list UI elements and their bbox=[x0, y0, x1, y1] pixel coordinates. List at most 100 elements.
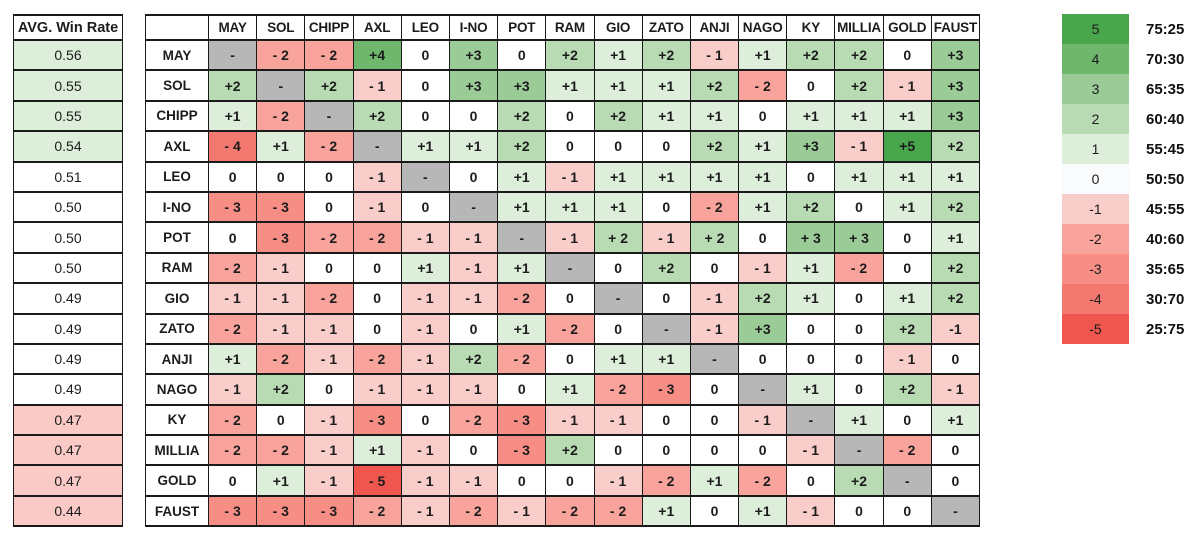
legend-swatch: -3 bbox=[1062, 254, 1129, 284]
matrix-cell: - 1 bbox=[400, 221, 450, 254]
avg-row: 0.55 bbox=[13, 99, 123, 133]
matrix-cell: +1 bbox=[545, 190, 595, 224]
avg-row: 0.50 bbox=[13, 251, 123, 285]
matrix-row: MAY - - 2- 2 +4 0 +3 0 +2 +1 +2- 1 +1 +2 +2 0 +3 bbox=[145, 38, 981, 72]
matrix-cell: +1 bbox=[930, 160, 981, 193]
matrix-cell: +1 bbox=[641, 160, 691, 193]
legend-swatch: 0 bbox=[1062, 164, 1129, 194]
avg-value-cell: 0.47 bbox=[13, 403, 123, 437]
legend-ratio-label: 65:35 bbox=[1146, 80, 1185, 98]
matrix-cell: 0 bbox=[497, 38, 547, 72]
matrix-cell: - 1 bbox=[689, 282, 740, 315]
matrix-cell: 0 bbox=[689, 251, 740, 285]
matrix-cell: +1 bbox=[497, 251, 547, 285]
matrix-cell: +1 bbox=[786, 99, 836, 133]
matrix-cell: - 2 bbox=[545, 312, 595, 345]
matrix-cell: 0 bbox=[207, 221, 258, 254]
matrix-cell: - 2 bbox=[304, 38, 354, 72]
matrix-cell: - 3 bbox=[207, 190, 258, 224]
matrix-cell: +2 bbox=[834, 464, 884, 497]
matrix-cell: +1 bbox=[352, 434, 402, 467]
matrix-cell: 0 bbox=[497, 373, 547, 406]
matrix-cell: - 2 bbox=[641, 464, 691, 497]
matrix-cell: - 2 bbox=[882, 434, 932, 467]
matrix-cell: - 2 bbox=[497, 282, 547, 315]
matrix-header-row: MAY SOL CHIPP AXL LEO I-NO POT RAM GIO ZATO ANJI NA… bbox=[145, 14, 981, 41]
matrix-cell: +1 bbox=[786, 373, 836, 406]
matrix-cell: - 2 bbox=[352, 342, 402, 376]
matrix-cell: - bbox=[545, 251, 595, 285]
matrix-cell: 0 bbox=[207, 160, 258, 193]
avg-value-cell: 0.49 bbox=[13, 312, 123, 345]
matrix-cell: - bbox=[304, 99, 354, 133]
matrix-row-header: FAUST bbox=[145, 494, 209, 528]
matrix-col-header: FAUST bbox=[930, 14, 981, 41]
matrix-cell: - bbox=[207, 38, 258, 72]
matrix-cell: - 2 bbox=[207, 403, 258, 437]
matrix-row-header: NAGO bbox=[145, 373, 209, 406]
matrix-cell: - bbox=[400, 160, 450, 193]
matrix-cell: - 4 bbox=[207, 130, 258, 163]
matrix-cell: - 2 bbox=[352, 221, 402, 254]
matrix-cell: 0 bbox=[448, 434, 499, 467]
matrix-cell: - 1 bbox=[256, 282, 306, 315]
matrix-cell: - 1 bbox=[304, 312, 354, 345]
matrix-cell: - 1 bbox=[352, 373, 402, 406]
matrix-cell: 0 bbox=[207, 464, 258, 497]
matrix-cell: +5 bbox=[882, 130, 932, 163]
matrix-cell: - 1 bbox=[593, 403, 643, 437]
matrix-cell: - 3 bbox=[497, 403, 547, 437]
matrix-cell: - 2 bbox=[304, 130, 354, 163]
matrix-cell: +1 bbox=[207, 342, 258, 376]
matrix-col-header: KY bbox=[786, 14, 836, 41]
matrix-cell: 0 bbox=[882, 251, 932, 285]
matrix-cell: 0 bbox=[834, 282, 884, 315]
legend-row: 3 65:35 bbox=[1062, 74, 1184, 104]
matrix-cell: - 1 bbox=[304, 434, 354, 467]
avg-header-cell: AVG. Win Rate bbox=[13, 14, 123, 41]
matrix-cell: 0 bbox=[930, 342, 981, 376]
matrix-cell: 0 bbox=[256, 403, 306, 437]
matrix-cell: +2 bbox=[207, 69, 258, 102]
matrix-cell: +2 bbox=[256, 373, 306, 406]
matrix-cell: - 2 bbox=[689, 190, 740, 224]
avg-value-cell: 0.55 bbox=[13, 69, 123, 102]
matrix-cell: + 3 bbox=[834, 221, 884, 254]
legend-ratio-label: 50:50 bbox=[1146, 170, 1185, 188]
matrix-cell: 0 bbox=[641, 403, 691, 437]
matrix-cell: - 3 bbox=[256, 190, 306, 224]
matrix-cell: - 1 bbox=[352, 190, 402, 224]
matrix-cell: +2 bbox=[497, 130, 547, 163]
matrix-cell: - 1 bbox=[593, 464, 643, 497]
matrix-cell: - 1 bbox=[304, 464, 354, 497]
matrix-cell: - 2 bbox=[207, 312, 258, 345]
matrix-cell: +1 bbox=[834, 160, 884, 193]
matrix-cell: - bbox=[497, 221, 547, 254]
matrix-cell: 0 bbox=[593, 434, 643, 467]
matrix-cell: +2 bbox=[641, 251, 691, 285]
matrix-cell: +2 bbox=[545, 434, 595, 467]
matrix-cell: - 1 bbox=[448, 464, 499, 497]
matrix-row-header: POT bbox=[145, 221, 209, 254]
matrix-row-header: ZATO bbox=[145, 312, 209, 345]
matrix-cell: - 1 bbox=[786, 434, 836, 467]
legend-swatch: 3 bbox=[1062, 74, 1129, 104]
matrix-row-header: RAM bbox=[145, 251, 209, 285]
matrix-cell: - 1 bbox=[352, 69, 402, 102]
matrix-cell: +1 bbox=[738, 38, 788, 72]
matrix-cell: +3 bbox=[448, 38, 499, 72]
matrix-cell: - 2 bbox=[207, 434, 258, 467]
matrix-body: MAY - - 2- 2 +4 0 +3 0 +2 +1 +2- 1 +1 +2 +2 0 +3 SOL +2-… bbox=[145, 38, 981, 528]
matrix-cell: - 1 bbox=[448, 373, 499, 406]
matrix-cell: - 1 bbox=[448, 282, 499, 315]
matrix-row-header: SOL bbox=[145, 69, 209, 102]
matrix-cell: +1 bbox=[738, 190, 788, 224]
matrix-cell: - 1 bbox=[545, 403, 595, 437]
matrix-cell: - 2 bbox=[593, 494, 643, 528]
matrix-cell: +3 bbox=[786, 130, 836, 163]
matrix-cell: - 2 bbox=[448, 494, 499, 528]
